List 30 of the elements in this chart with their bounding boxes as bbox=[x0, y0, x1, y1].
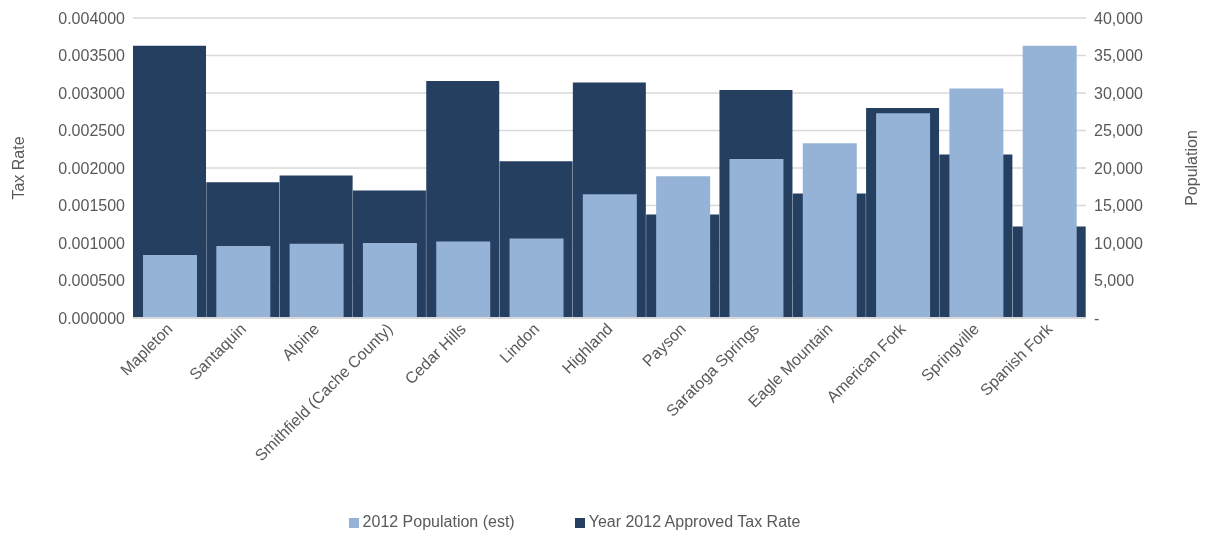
y2-tick-label: 35,000 bbox=[1094, 47, 1144, 65]
bar bbox=[729, 159, 784, 318]
y2-tick-label: 5,000 bbox=[1094, 272, 1135, 290]
y2-tick-label: 25,000 bbox=[1094, 122, 1144, 140]
y-axis-title: Tax Rate bbox=[9, 136, 27, 200]
y-tick-label: 0.001000 bbox=[58, 234, 126, 252]
legend-label: 2012 Population (est) bbox=[362, 513, 515, 530]
bar bbox=[216, 246, 271, 318]
bar bbox=[582, 194, 637, 318]
y-tick-label: 0.000500 bbox=[58, 272, 126, 290]
y2-axis-title: Population bbox=[1182, 130, 1200, 206]
y-tick-label: 0.003500 bbox=[58, 47, 126, 65]
y-tick-label: 0.000000 bbox=[58, 309, 126, 327]
legend-label: Year 2012 Approved Tax Rate bbox=[588, 513, 801, 530]
y-tick-label: 0.004000 bbox=[58, 9, 126, 27]
bar bbox=[362, 243, 417, 318]
y-tick-label: 0.003000 bbox=[58, 84, 126, 102]
y2-tick-label: 15,000 bbox=[1094, 197, 1144, 215]
y-tick-label: 0.002000 bbox=[58, 159, 126, 177]
bar bbox=[509, 238, 564, 318]
bar bbox=[289, 243, 344, 318]
y2-tick-label: - bbox=[1094, 309, 1100, 327]
y2-tick-label: 10,000 bbox=[1094, 234, 1144, 252]
y2-tick-label: 40,000 bbox=[1094, 9, 1144, 27]
y2-tick-label: 20,000 bbox=[1094, 159, 1144, 177]
y-tick-label: 0.001500 bbox=[58, 197, 126, 215]
bar bbox=[143, 255, 197, 318]
y2-tick-label: 30,000 bbox=[1094, 84, 1144, 102]
y-tick-label: 0.002500 bbox=[58, 122, 126, 140]
bar bbox=[436, 241, 491, 318]
